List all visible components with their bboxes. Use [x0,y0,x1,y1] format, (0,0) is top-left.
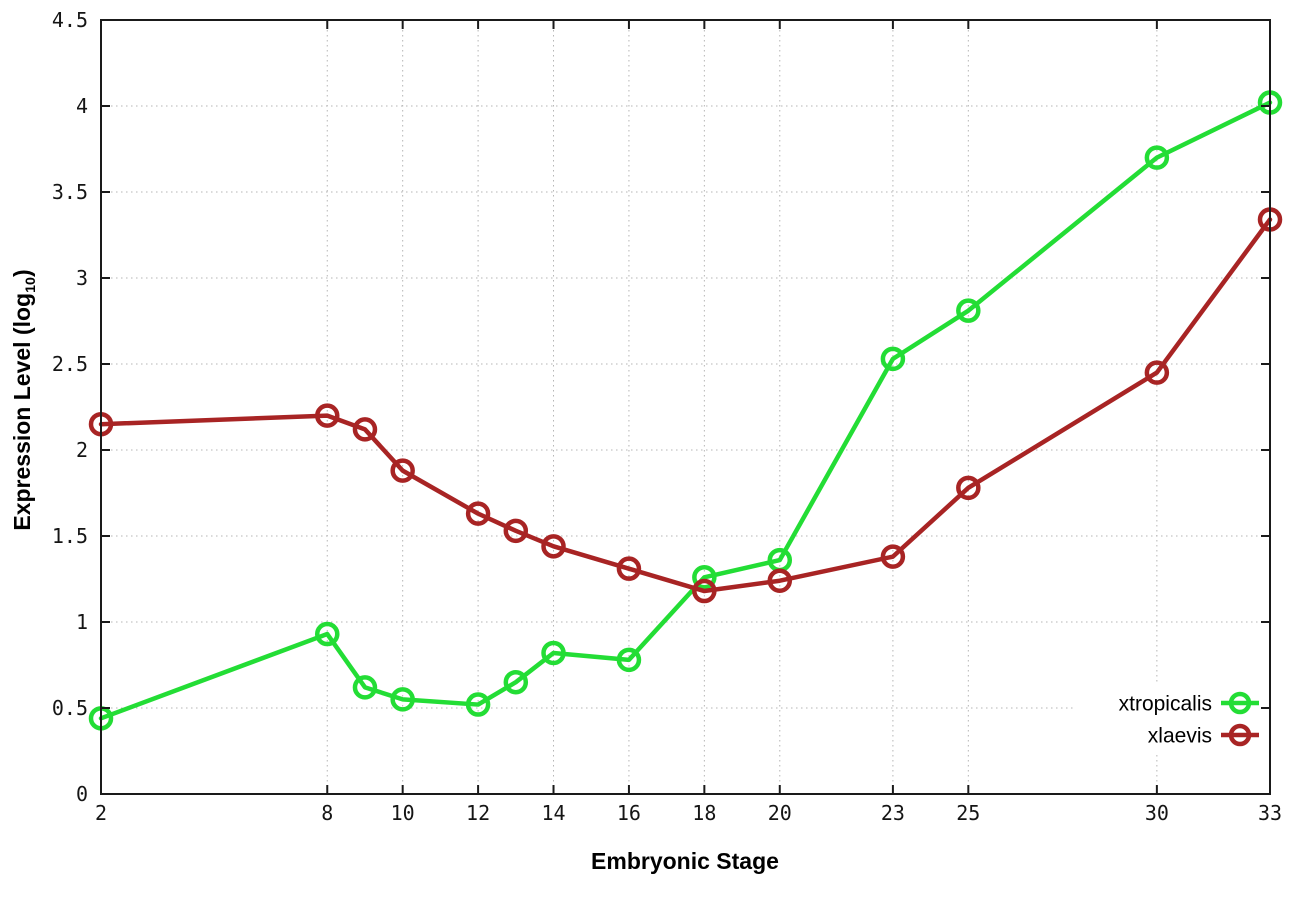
x-tick-label: 10 [391,801,415,825]
legend-sample-marker [1228,723,1252,747]
series-xtropicalis-point [465,692,491,717]
series-xlaevis-point [390,458,415,483]
x-tick-label: 18 [692,801,716,825]
series-xtropicalis-point [352,675,378,700]
plot-border [100,19,1271,795]
x-axis-title: Embryonic Stage [591,848,779,874]
y-axis-title-text: Expression Level (log [9,292,35,531]
y-tick-label: 3 [76,266,88,290]
series-xtropicalis-point [1144,145,1170,170]
series-xlaevis-point [956,475,981,501]
x-tick-label: 30 [1145,801,1169,825]
y-tick-label: 4 [76,94,88,118]
x-tick-label: 8 [321,801,333,825]
series-xtropicalis-point [541,640,566,666]
series-xtropicalis-point [692,565,717,590]
y-axis-title-suffix: ) [9,269,35,278]
x-tick-label: 25 [956,801,980,825]
x-tick-label: 33 [1258,801,1282,825]
legend-sample-marker [1228,691,1252,715]
series-xlaevis-point [1144,360,1170,385]
x-tick-label: 23 [881,801,905,825]
series-xtropicalis-point [503,669,529,695]
y-axis-title: Expression Level (log10) [9,230,39,570]
x-tick-label: 14 [541,801,565,825]
series-xlaevis-point [616,556,642,581]
x-tick-label: 16 [617,801,641,825]
x-tick-label: 12 [466,801,490,825]
series-xlaevis-point [880,544,906,569]
y-tick-label: 1 [76,610,88,634]
series-xlaevis-point [465,501,491,526]
series-xlaevis-point [692,578,717,604]
y-tick-label: 1.5 [52,524,88,548]
y-tick-label: 2 [76,438,88,462]
y-tick-label: 0 [76,782,88,806]
series-xtropicalis-line [98,100,1273,721]
series-xtropicalis-point [616,647,642,673]
series-xlaevis-point [352,417,378,442]
y-tick-label: 0.5 [52,696,88,720]
legend-label-xlaevis: xlaevis [1148,724,1212,747]
x-tick-label: 20 [768,801,792,825]
series-xlaevis-point [503,518,529,544]
series-xtropicalis-point [315,621,340,647]
x-tick-label: 2 [95,801,107,825]
y-tick-label: 3.5 [52,180,88,204]
series-xlaevis-point [767,568,793,593]
legend-label-xtropicalis: xtropicalis [1119,692,1212,715]
y-tick-label: 4.5 [52,8,88,32]
series-xtropicalis-point [880,346,906,372]
series-xtropicalis-point [390,687,415,712]
series-xlaevis-point [315,403,340,428]
series-xtropicalis-point [956,298,981,323]
plot-background [101,20,1270,794]
y-axis-title-subscript: 10 [22,277,39,293]
series-xlaevis-point [541,534,566,559]
y-tick-label: 2.5 [52,352,88,376]
